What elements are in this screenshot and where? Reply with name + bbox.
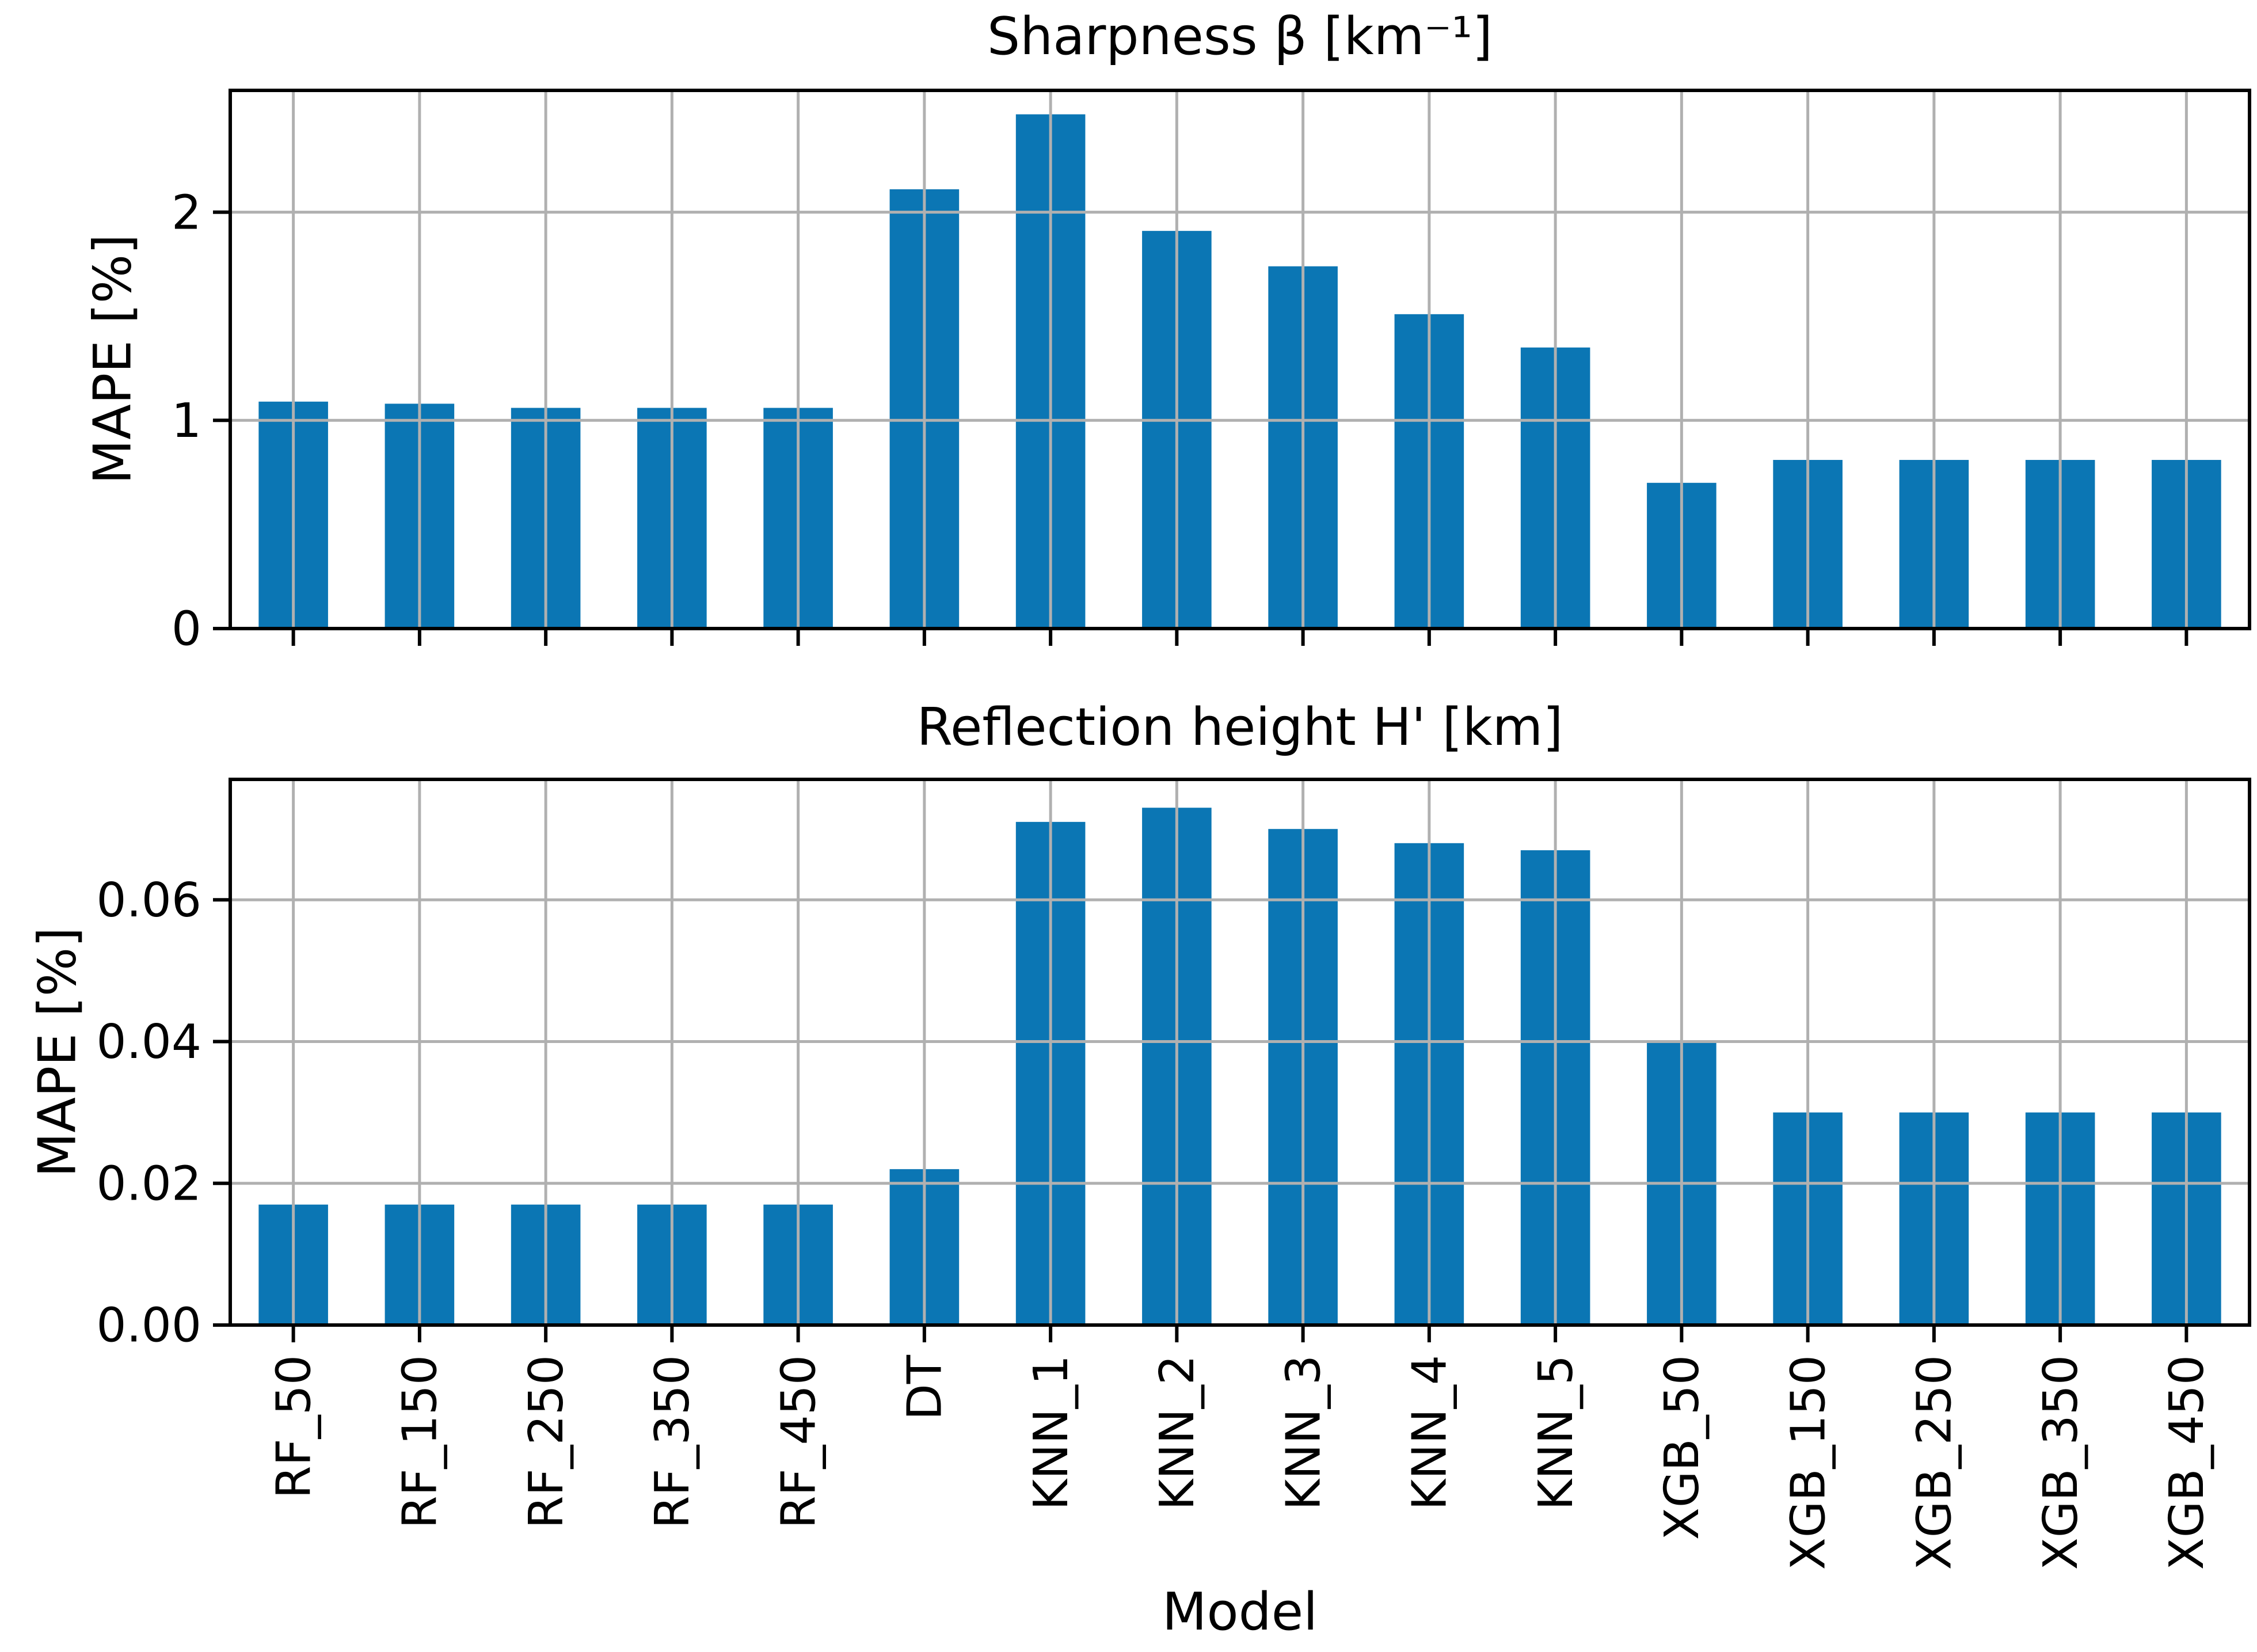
y-tick-label: 0 bbox=[172, 602, 201, 657]
y-tick-label: 0.00 bbox=[96, 1299, 201, 1353]
y-tick-label: 0.06 bbox=[96, 873, 201, 928]
x-tick-label-KNN_3: KNN_3 bbox=[1276, 1355, 1331, 1510]
x-tick-label-RF_250: RF_250 bbox=[519, 1355, 574, 1529]
x-tick-label-KNN_5: KNN_5 bbox=[1529, 1355, 1584, 1510]
chart-sharpness-title: Sharpness β [km⁻¹] bbox=[987, 6, 1493, 67]
chart-reflection-title: Reflection height H' [km] bbox=[916, 697, 1563, 758]
x-tick-label-KNN_2: KNN_2 bbox=[1150, 1355, 1205, 1510]
x-tick-label-RF_50: RF_50 bbox=[267, 1355, 321, 1498]
x-tick-label-KNN_1: KNN_1 bbox=[1024, 1355, 1079, 1510]
y-tick-label: 1 bbox=[172, 394, 201, 448]
y-tick-label: 0.02 bbox=[96, 1156, 201, 1211]
y-tick-label: 2 bbox=[172, 185, 201, 240]
x-tick-label-XGB_450: XGB_450 bbox=[2160, 1355, 2214, 1570]
x-tick-label-XGB_50: XGB_50 bbox=[1655, 1355, 1710, 1540]
x-tick-label-KNN_4: KNN_4 bbox=[1403, 1355, 1457, 1510]
x-tick-label-XGB_350: XGB_350 bbox=[2034, 1355, 2088, 1570]
x-tick-label-DT: DT bbox=[898, 1354, 953, 1420]
axes-frame bbox=[229, 778, 2251, 1327]
y-tick-label: 0.04 bbox=[96, 1015, 201, 1069]
x-axis-label: Model bbox=[1162, 1582, 1318, 1642]
x-tick-label-XGB_150: XGB_150 bbox=[1781, 1355, 1836, 1570]
x-tick-label-XGB_250: XGB_250 bbox=[1908, 1355, 1962, 1570]
axes-frame bbox=[229, 89, 2251, 630]
x-tick-label-RF_350: RF_350 bbox=[645, 1355, 700, 1529]
x-tick-label-RF_450: RF_450 bbox=[771, 1355, 826, 1529]
x-tick-label-RF_150: RF_150 bbox=[393, 1355, 448, 1529]
